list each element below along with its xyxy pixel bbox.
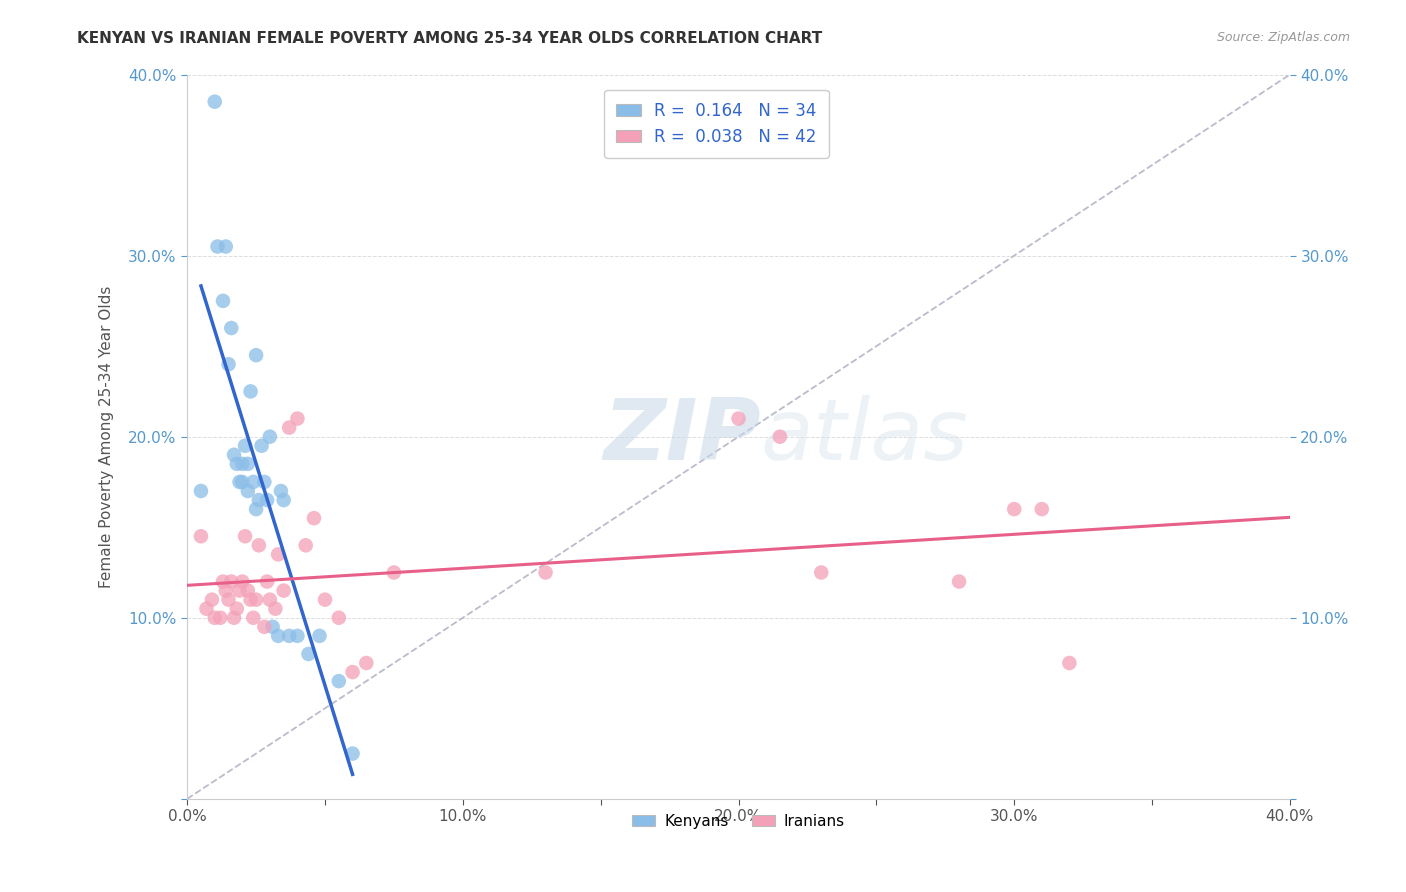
- Point: [1031, 502, 1053, 516]
- Point: [236, 583, 259, 598]
- Point: [382, 566, 405, 580]
- Point: [195, 601, 218, 615]
- Point: [245, 348, 267, 362]
- Point: [236, 457, 259, 471]
- Point: [218, 357, 240, 371]
- Point: [769, 430, 792, 444]
- Point: [212, 293, 235, 308]
- Point: [190, 529, 212, 543]
- Point: [308, 629, 330, 643]
- Point: [204, 95, 226, 109]
- Point: [225, 457, 247, 471]
- Point: [231, 574, 253, 589]
- Point: [342, 665, 364, 679]
- Point: [201, 592, 224, 607]
- Point: [267, 629, 290, 643]
- Point: [262, 620, 284, 634]
- Point: [534, 566, 557, 580]
- Point: [212, 574, 235, 589]
- Point: [297, 647, 319, 661]
- Point: [287, 629, 309, 643]
- Text: Source: ZipAtlas.com: Source: ZipAtlas.com: [1216, 31, 1350, 45]
- Point: [810, 566, 832, 580]
- Point: [247, 538, 270, 552]
- Point: [250, 439, 273, 453]
- Point: [259, 430, 281, 444]
- Point: [253, 620, 276, 634]
- Point: [218, 592, 240, 607]
- Point: [209, 611, 232, 625]
- Point: [948, 574, 970, 589]
- Point: [245, 502, 267, 516]
- Point: [302, 511, 325, 525]
- Point: [287, 411, 309, 425]
- Point: [222, 448, 245, 462]
- Point: [228, 583, 250, 598]
- Point: [225, 601, 247, 615]
- Point: [1002, 502, 1025, 516]
- Point: [219, 574, 242, 589]
- Point: [236, 483, 259, 498]
- Point: [328, 611, 350, 625]
- Point: [264, 601, 287, 615]
- Point: [222, 611, 245, 625]
- Point: [328, 674, 350, 689]
- Point: [204, 611, 226, 625]
- Point: [215, 239, 238, 253]
- Point: [219, 321, 242, 335]
- Point: [273, 583, 295, 598]
- Y-axis label: Female Poverty Among 25-34 Year Olds: Female Poverty Among 25-34 Year Olds: [100, 285, 114, 588]
- Point: [233, 529, 256, 543]
- Point: [247, 493, 270, 508]
- Point: [256, 574, 278, 589]
- Point: [273, 493, 295, 508]
- Point: [727, 411, 749, 425]
- Point: [242, 475, 264, 489]
- Point: [228, 475, 250, 489]
- Point: [256, 493, 278, 508]
- Point: [239, 592, 262, 607]
- Point: [342, 747, 364, 761]
- Point: [278, 420, 301, 434]
- Point: [253, 475, 276, 489]
- Point: [233, 439, 256, 453]
- Point: [231, 475, 253, 489]
- Point: [267, 547, 290, 561]
- Text: KENYAN VS IRANIAN FEMALE POVERTY AMONG 25-34 YEAR OLDS CORRELATION CHART: KENYAN VS IRANIAN FEMALE POVERTY AMONG 2…: [77, 31, 823, 46]
- Point: [270, 483, 292, 498]
- Point: [356, 656, 378, 670]
- Point: [294, 538, 316, 552]
- Point: [231, 457, 253, 471]
- Point: [207, 239, 229, 253]
- Point: [190, 483, 212, 498]
- Point: [259, 592, 281, 607]
- Point: [278, 629, 301, 643]
- Point: [239, 384, 262, 399]
- Point: [1059, 656, 1081, 670]
- Point: [314, 592, 336, 607]
- Text: atlas: atlas: [761, 395, 969, 478]
- Text: ZIP: ZIP: [603, 395, 761, 478]
- Point: [215, 583, 238, 598]
- Point: [245, 592, 267, 607]
- Point: [242, 611, 264, 625]
- Legend: Kenyans, Iranians: Kenyans, Iranians: [626, 807, 851, 835]
